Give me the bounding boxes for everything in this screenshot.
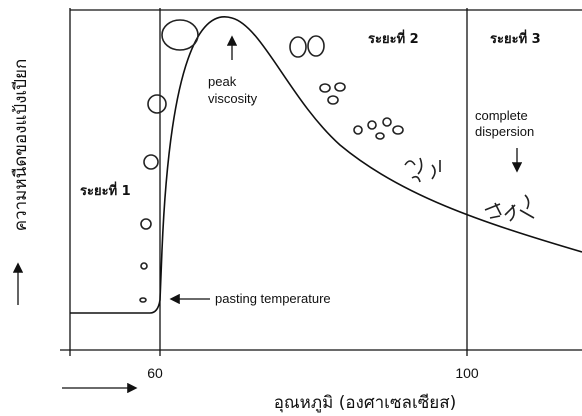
annotation: viscosity: [208, 91, 258, 106]
annotation: dispersion: [475, 124, 534, 139]
annotation: complete: [475, 108, 528, 123]
x-axis-label: อุณหภูมิ (องศาเซลเซียส): [274, 393, 457, 413]
page: {"axis": {"y_label": "ความหนืดของแป้งเปี…: [0, 0, 582, 416]
stage-label: ระยะที่ 2: [368, 29, 419, 47]
x-tick-label: 60: [147, 365, 163, 381]
x-tick-label: 100: [455, 365, 479, 381]
diagram: 60 100 ระยะที่ 1 ระยะที่ 2 ระยะที่ 3 pea…: [0, 0, 582, 416]
granules: [140, 20, 534, 302]
annotation: peak: [208, 74, 237, 89]
stage-label: ระยะที่ 3: [490, 29, 541, 47]
y-axis-label: ความหนืดของแป้งเปียก: [11, 59, 31, 232]
annotation: pasting temperature: [215, 291, 331, 306]
stage-label: ระยะที่ 1: [80, 181, 131, 199]
viscosity-curve: [70, 17, 582, 313]
